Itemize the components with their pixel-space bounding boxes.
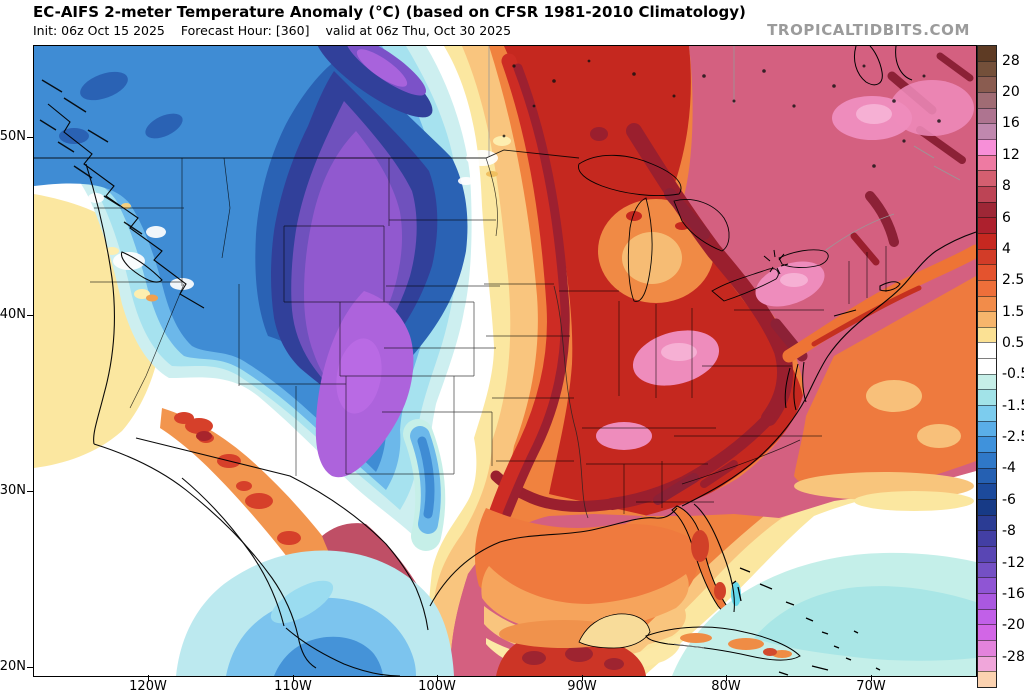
forecast-hour: Forecast Hour: [360] — [180, 23, 310, 38]
colorbar-label: -0.5 — [1002, 366, 1024, 383]
colorbar-label: -6 — [1002, 491, 1016, 508]
colorbar-box — [978, 389, 996, 406]
lon-label: 120W — [129, 679, 167, 694]
colorbar-label: -16 — [1002, 585, 1024, 602]
colorbar-label: -20 — [1002, 617, 1024, 634]
colorbar-box — [978, 201, 996, 218]
colorbar-label: 12 — [1002, 146, 1020, 163]
site-watermark: TROPICALTIDBITS.COM — [767, 21, 970, 39]
lon-label: 70W — [856, 679, 886, 694]
colorbar-box — [978, 655, 996, 672]
lon-tick — [582, 675, 583, 681]
colorbar-label: -28 — [1002, 648, 1024, 665]
lat-label: 20N — [0, 659, 26, 674]
valid-time: valid at 06z Thu, Oct 30 2025 — [325, 23, 512, 38]
colorbar-box — [978, 342, 996, 359]
colorbar-box — [978, 46, 996, 61]
lon-tick — [726, 675, 727, 681]
colorbar-box — [978, 358, 996, 374]
lat-tick — [27, 315, 33, 316]
lon-label: 100W — [418, 679, 456, 694]
colorbar-label: -12 — [1002, 554, 1024, 571]
colorbar-box — [978, 436, 996, 453]
colorbar-box — [978, 217, 996, 233]
colorbar-box — [978, 91, 996, 108]
lat-label: 50N — [0, 129, 26, 144]
colorbar-label: 2.5 — [1002, 272, 1024, 289]
colorbar-box — [978, 60, 996, 77]
colorbar-label: 1.5 — [1002, 303, 1024, 320]
colorbar-box — [978, 170, 996, 186]
lon-tick — [871, 675, 872, 681]
lon-tick — [293, 675, 294, 681]
colorbar-label: 4 — [1002, 240, 1011, 257]
lon-label: 80W — [711, 679, 741, 694]
page-title: EC-AIFS 2-meter Temperature Anomaly (°C)… — [33, 3, 746, 21]
lon-label: 110W — [274, 679, 312, 694]
colorbar-box — [978, 154, 996, 171]
colorbar-label: -1.5 — [1002, 397, 1024, 414]
colorbar-box — [978, 499, 996, 515]
lon-tick — [437, 675, 438, 681]
colorbar-box — [978, 326, 996, 343]
colorbar-label: 8 — [1002, 178, 1011, 195]
init-time: Init: 06z Oct 15 2025 — [33, 23, 165, 38]
colorbar-box — [978, 467, 996, 484]
lat-tick — [27, 667, 33, 668]
colorbar-label: -8 — [1002, 523, 1016, 540]
colorbar-box — [978, 530, 996, 546]
colorbar-box — [978, 608, 996, 625]
colorbar-box — [978, 420, 996, 437]
colorbar-box — [978, 138, 996, 155]
colorbar-box — [978, 76, 996, 92]
colorbar-label: -4 — [1002, 460, 1016, 477]
colorbar-box — [978, 452, 996, 468]
colorbar-box — [978, 671, 996, 687]
colorbar-label: 20 — [1002, 84, 1020, 101]
lon-label: 90W — [567, 679, 597, 694]
colorbar-label: 28 — [1002, 52, 1020, 69]
lat-label: 40N — [0, 307, 26, 322]
lon-tick — [148, 675, 149, 681]
lat-tick — [27, 137, 33, 138]
colorbar-box — [978, 279, 996, 296]
colorbar-box — [978, 639, 996, 656]
colorbar-box — [978, 248, 996, 265]
colorbar-box — [978, 264, 996, 280]
colorbar-box — [978, 185, 996, 202]
colorbar-label: 0.5 — [1002, 334, 1024, 351]
colorbar — [977, 45, 997, 688]
lat-tick — [27, 491, 33, 492]
colorbar-box — [978, 295, 996, 312]
colorbar-box — [978, 405, 996, 421]
colorbar-box — [978, 311, 996, 327]
colorbar-box — [978, 592, 996, 609]
colorbar-label: 6 — [1002, 209, 1011, 226]
colorbar-box — [978, 107, 996, 124]
lat-label: 30N — [0, 483, 26, 498]
colorbar-label: -2.5 — [1002, 429, 1024, 446]
colorbar-label: 16 — [1002, 115, 1020, 132]
colorbar-box — [978, 624, 996, 640]
colorbar-box — [978, 561, 996, 578]
colorbar-box — [978, 514, 996, 531]
colorbar-box — [978, 373, 996, 390]
colorbar-box — [978, 483, 996, 500]
colorbar-box — [978, 546, 996, 562]
colorbar-boxes — [978, 46, 996, 687]
colorbar-box — [978, 577, 996, 593]
map-canvas — [34, 46, 976, 676]
colorbar-box — [978, 123, 996, 139]
colorbar-box — [978, 232, 996, 249]
forecast-map[interactable] — [33, 45, 977, 677]
run-info: Init: 06z Oct 15 2025 Forecast Hour: [360… — [33, 23, 527, 38]
